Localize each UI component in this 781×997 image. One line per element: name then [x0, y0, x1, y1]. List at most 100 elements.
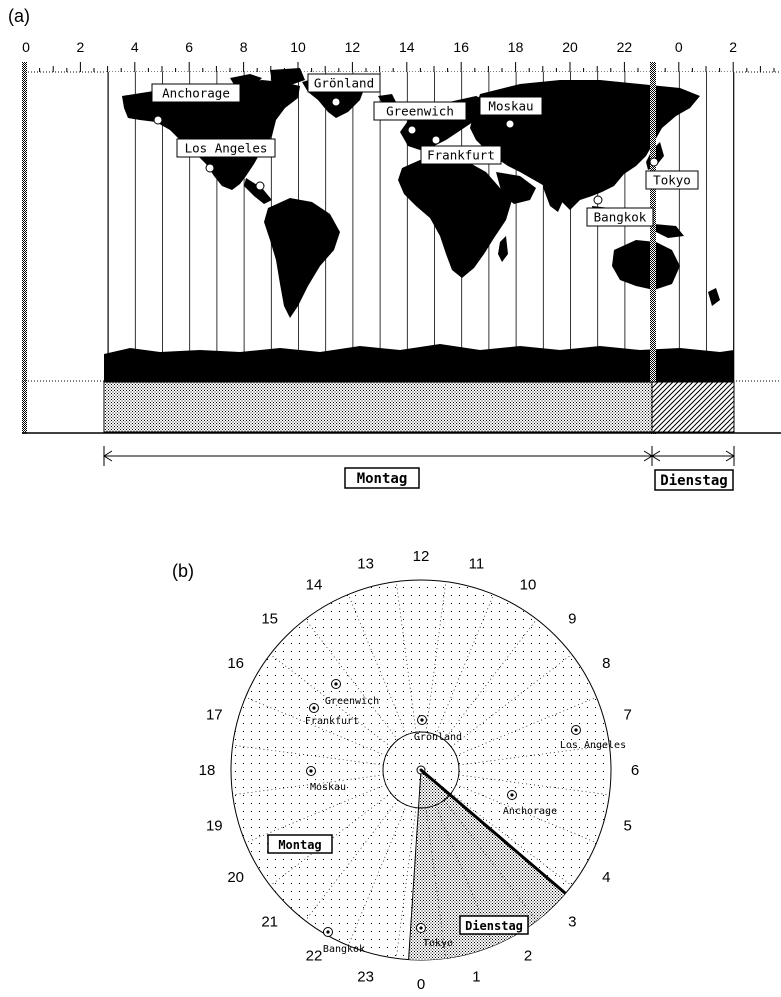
axis-tick-label: 14	[399, 39, 415, 55]
hour-label: 6	[631, 762, 639, 779]
city-label-los-angeles: Los Angeles	[185, 141, 268, 156]
left-dateline-band	[22, 62, 27, 434]
city-label-box	[373, 101, 467, 121]
marker-greenwich	[407, 125, 417, 135]
dienstag-band	[651, 381, 735, 433]
hour-label: 22	[306, 947, 323, 964]
dienstag-box	[654, 469, 734, 491]
city-label-box	[420, 145, 502, 165]
clock-city-label-greenwich: Greenwich	[325, 696, 379, 707]
hour-label: 3	[568, 913, 576, 930]
city-label-box	[176, 138, 276, 158]
axis-tick-label: 2	[77, 39, 85, 55]
hour-spoke	[435, 804, 495, 946]
clock-city-label-gronland: Grönland	[414, 732, 462, 743]
hour-spokes	[232, 581, 610, 960]
city-label-box	[645, 170, 699, 190]
hour-spoke	[245, 784, 387, 844]
hour-spoke	[395, 807, 417, 959]
clock-montag-box	[267, 834, 333, 854]
axis-tick-label: 10	[290, 39, 306, 55]
hour-label: 16	[227, 655, 244, 672]
axis-tick-label: 18	[508, 39, 524, 55]
axis-tick-label: 6	[185, 39, 193, 55]
hour-spoke	[435, 594, 495, 736]
marker-extra	[255, 181, 265, 191]
marker-bangkok	[593, 195, 603, 205]
axis-tick-label: 12	[345, 39, 361, 55]
hour-label: 14	[306, 577, 323, 594]
axis-tick-label: 2	[729, 39, 737, 55]
hour-label: 4	[602, 869, 610, 886]
hour-spoke	[245, 696, 387, 756]
north-america	[122, 80, 300, 190]
city-label-box	[307, 73, 381, 93]
clock-city-label-frankfurt: Frankfurt	[305, 716, 359, 727]
hour-label: 2	[524, 947, 532, 964]
axis-tick-labels: 0246810121416182022024	[22, 39, 737, 55]
hour-spoke	[232, 744, 384, 766]
hour-label: 17	[206, 707, 223, 724]
hour-spoke	[305, 619, 399, 741]
hour-spoke	[232, 774, 384, 796]
clock-dienstag-label: Dienstag	[465, 919, 523, 933]
inner-circle	[382, 731, 460, 809]
hour-spoke	[425, 581, 447, 733]
hour-label: 11	[469, 555, 485, 572]
clock-city-label-bangkok: Bangkok	[323, 944, 365, 955]
hour-spoke	[425, 807, 447, 959]
panel-b-label: (b)	[172, 561, 194, 581]
south-america	[264, 198, 340, 318]
hour-spoke	[305, 799, 399, 921]
hour-label: 0	[417, 976, 425, 993]
axis-tick-label: 16	[453, 39, 469, 55]
australia	[612, 240, 680, 290]
top-ruler	[22, 62, 781, 73]
city-label-box	[479, 96, 543, 116]
axis-tick-label: 0	[22, 39, 30, 55]
marker-moskau	[505, 119, 515, 129]
hour-spoke	[443, 799, 537, 921]
day-arrows	[103, 446, 735, 466]
city-labels: Anchorage Grönland Greenwich Moskau Los Ange…	[151, 73, 699, 227]
axis-tick-label: 8	[240, 39, 248, 55]
dateline-hand	[420, 768, 567, 895]
city-label-bangkok: Bangkok	[594, 210, 647, 225]
hour-label: 7	[624, 707, 632, 724]
marker-gronland	[331, 97, 341, 107]
axis-tick-label: 20	[562, 39, 578, 55]
clock-city-label-moskau: Moskau	[310, 782, 346, 793]
hour-spoke	[347, 594, 407, 736]
panel-a-label: (a)	[8, 6, 30, 26]
hour-spoke	[347, 804, 407, 946]
clock-cities: Greenwich Frankfurt Grönland Los Angeles Mos…	[305, 679, 626, 955]
city-label-greenwich: Greenwich	[386, 104, 454, 119]
hour-label: 20	[227, 869, 244, 886]
marker-tokyo	[649, 157, 659, 167]
hour-spoke	[443, 619, 537, 741]
clock-city-label-los-angeles: Los Angeles	[560, 740, 626, 751]
axis-tick-label: 4	[131, 39, 139, 55]
city-markers	[153, 97, 659, 205]
clock-montag-label: Montag	[278, 838, 321, 852]
axis-tick-label: 0	[675, 39, 683, 55]
clock-city-label-anchorage: Anchorage	[503, 806, 557, 817]
hour-spoke	[455, 784, 597, 844]
marker-los-angeles	[205, 163, 215, 173]
city-label-box	[586, 207, 654, 227]
hour-label: 23	[357, 969, 374, 986]
hour-label: 10	[520, 577, 537, 594]
panel-a: (a) 0246810121416182022024	[8, 6, 781, 491]
africa	[398, 158, 512, 278]
city-label-tokyo: Tokyo	[653, 173, 691, 188]
city-label-moskau: Moskau	[488, 99, 533, 114]
hour-label: 5	[624, 817, 632, 834]
hour-label: 15	[261, 611, 278, 628]
hour-label: 18	[199, 762, 216, 779]
city-label-anchorage: Anchorage	[162, 86, 230, 101]
antarctica	[104, 344, 734, 382]
marker-anchorage	[153, 115, 163, 125]
hour-spoke	[458, 774, 610, 796]
